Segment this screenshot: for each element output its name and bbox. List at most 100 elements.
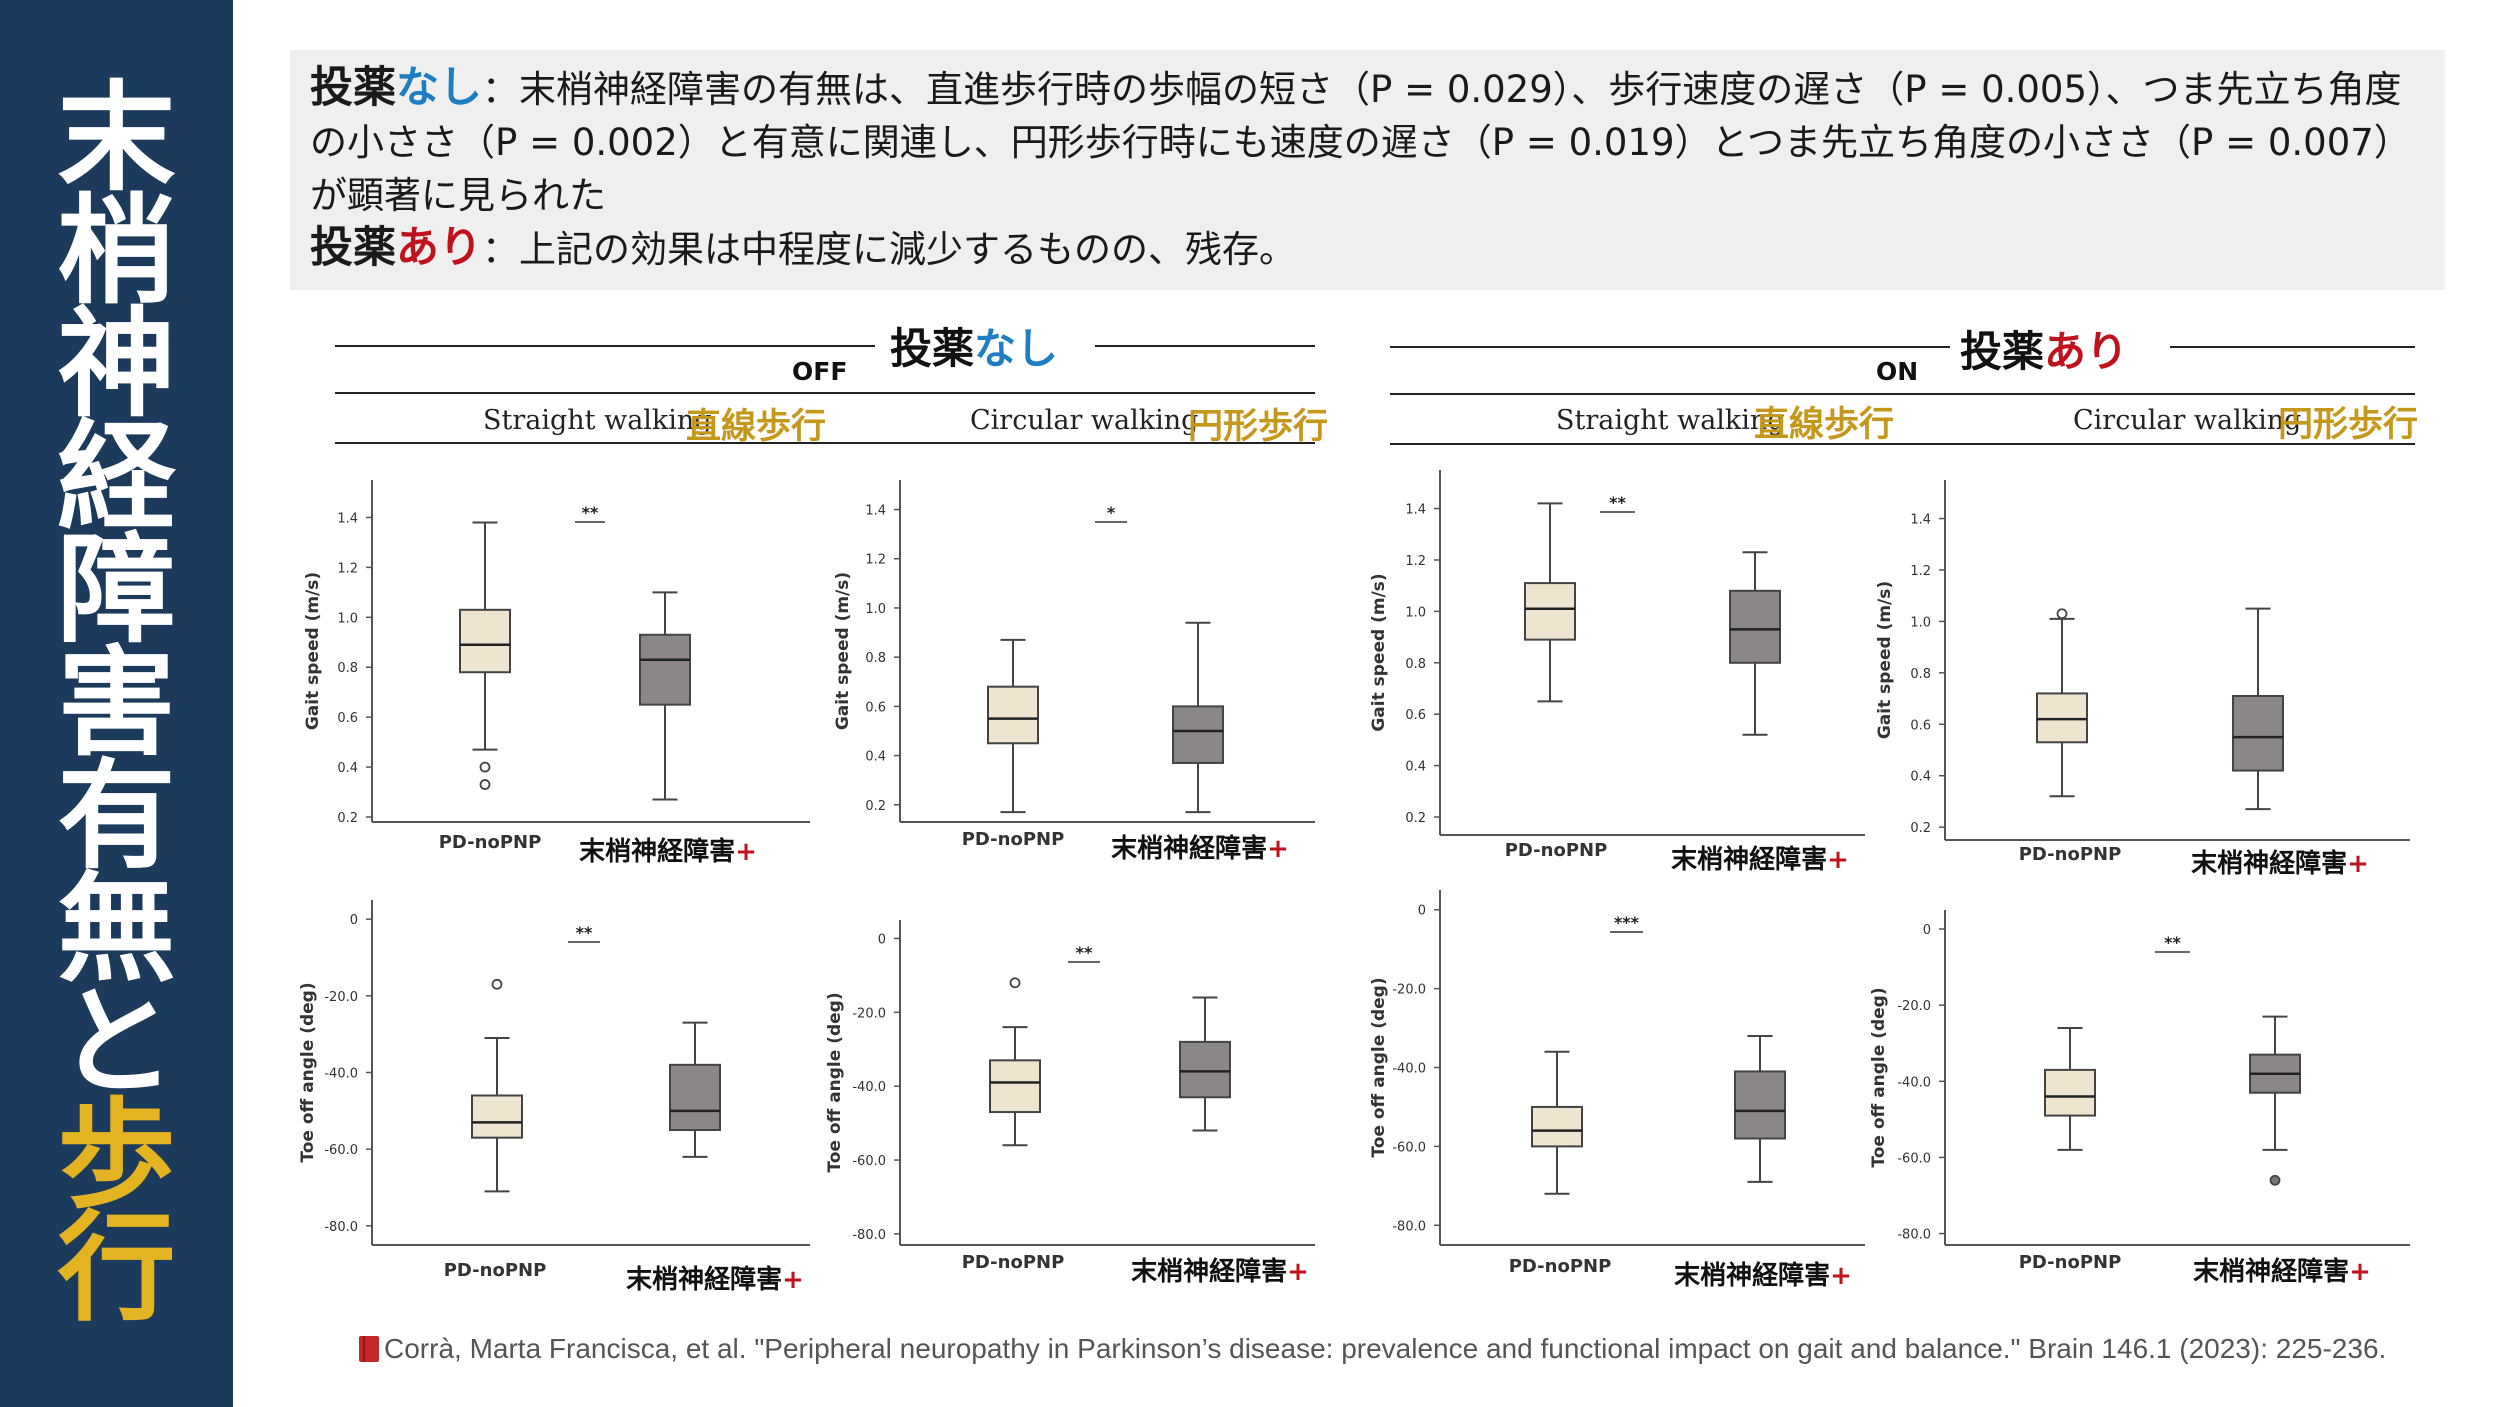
y-tick-label: 1.0 bbox=[1405, 605, 1426, 620]
keyword-present: あり bbox=[396, 223, 482, 273]
y-axis-label: Gait speed (m/s) bbox=[833, 572, 853, 730]
y-tick-label: -40.0 bbox=[324, 1067, 358, 1082]
y-tick-label: -20.0 bbox=[324, 990, 358, 1005]
significance-label: ** bbox=[582, 503, 599, 522]
citation-text: Corrà, Marta Francisca, et al. "Peripher… bbox=[384, 1333, 2387, 1364]
y-tick-label: 1.2 bbox=[337, 561, 358, 576]
box-iqr bbox=[1531, 1105, 1583, 1148]
category-label-nopnp: PD-noPNP bbox=[1505, 840, 1608, 861]
sidebar-title-char: 神 bbox=[57, 295, 176, 433]
sidebar-title-char: と bbox=[57, 973, 176, 1111]
significance-label: ** bbox=[2164, 933, 2181, 952]
y-tick-label: -60.0 bbox=[852, 1154, 886, 1169]
on-straight-label-jp: 直線歩行 bbox=[1754, 405, 1895, 445]
y-axis-label: Toe off angle (deg) bbox=[1369, 977, 1389, 1157]
outlier-point bbox=[479, 761, 491, 773]
y-tick-label: 0.8 bbox=[1405, 657, 1426, 672]
keyword-medication: 投薬 bbox=[310, 223, 396, 273]
category-label-pnp: 末梢神経障害+ bbox=[2193, 1256, 2371, 1287]
outlier-point bbox=[479, 779, 491, 790]
y-axis-label: Toe off angle (deg) bbox=[825, 992, 845, 1172]
off-circular-label-jp: 円形歩行 bbox=[1188, 407, 1329, 447]
y-tick-label: 1.2 bbox=[1910, 564, 1931, 579]
y-axis-label: Gait speed (m/s) bbox=[1875, 581, 1895, 739]
keyword-medication: 投薬 bbox=[310, 63, 396, 113]
on-subheader-line-bottom bbox=[1390, 443, 2415, 445]
on-header-line-left bbox=[1390, 346, 1960, 348]
y-tick-label: 0.2 bbox=[1405, 811, 1426, 826]
on-circular-label-jp: 円形歩行 bbox=[2278, 405, 2419, 445]
y-tick-label: 1.4 bbox=[1405, 503, 1426, 518]
y-tick-label: 0 bbox=[350, 913, 358, 928]
y-tick-label: -40.0 bbox=[1392, 1062, 1426, 1077]
sidebar: 末 梢 神 経 障 害 有 無 と 歩 行 bbox=[0, 0, 233, 1407]
y-tick-label: 0.8 bbox=[337, 661, 358, 676]
off-state-label: OFF bbox=[792, 357, 848, 386]
y-axis-label: Gait speed (m/s) bbox=[1369, 573, 1389, 731]
category-label-pnp: 末梢神経障害+ bbox=[579, 836, 757, 867]
box-iqr bbox=[1524, 582, 1576, 641]
on-subheader-line-top bbox=[1390, 393, 2415, 395]
y-tick-label: 0.2 bbox=[1910, 821, 1931, 836]
summary-text-no-medication: ：末梢神経障害の有無は、直進歩行時の歩幅の短さ（P = 0.029）、歩行速度の… bbox=[310, 68, 2411, 217]
on-label-medication: 投薬 bbox=[1960, 327, 2045, 376]
significance-label: * bbox=[1107, 503, 1116, 522]
y-tick-label: 0 bbox=[1923, 923, 1931, 938]
y-tick-label: -80.0 bbox=[324, 1220, 358, 1235]
y-tick-label: 0.2 bbox=[865, 799, 886, 814]
y-tick-label: 1.0 bbox=[865, 602, 886, 617]
category-label-nopnp: PD-noPNP bbox=[1509, 1256, 1612, 1277]
y-tick-label: -60.0 bbox=[1897, 1151, 1931, 1166]
off-subheader-line-top bbox=[335, 392, 1315, 394]
sidebar-title-char: 害 bbox=[57, 634, 176, 772]
category-label-pnp: 末梢神経障害+ bbox=[1111, 833, 1289, 864]
y-tick-label: 0.4 bbox=[1910, 770, 1931, 785]
sidebar-title-char-highlight: 行 bbox=[57, 1199, 176, 1337]
sidebar-title-char: 経 bbox=[57, 408, 176, 546]
y-tick-label: 0.6 bbox=[865, 700, 886, 715]
category-label-nopnp: PD-noPNP bbox=[2019, 1252, 2122, 1273]
sidebar-title-char: 有 bbox=[57, 747, 176, 885]
y-tick-label: -60.0 bbox=[324, 1143, 358, 1158]
summary-text-with-medication: ：上記の効果は中程度に減少するものの、残存。 bbox=[482, 228, 1296, 271]
sidebar-title-char: 障 bbox=[57, 521, 176, 659]
y-tick-label: 0 bbox=[1418, 904, 1426, 919]
box-iqr bbox=[2044, 1068, 2096, 1117]
off-straight-label-en: Straight walking bbox=[483, 405, 712, 436]
y-tick-label: 0.6 bbox=[1405, 708, 1426, 723]
off-header-line-left bbox=[335, 345, 875, 347]
y-tick-label: 1.4 bbox=[1910, 513, 1931, 528]
category-label-pnp: 末梢神経障害+ bbox=[2191, 848, 2369, 879]
off-circular-label-en: Circular walking bbox=[970, 405, 1199, 436]
on-circular-label-en: Circular walking bbox=[2073, 405, 2302, 436]
box-iqr bbox=[989, 1059, 1041, 1114]
book-icon bbox=[359, 1336, 379, 1362]
significance-label: ** bbox=[1609, 493, 1626, 512]
box-iqr bbox=[1172, 705, 1224, 764]
y-tick-label: -20.0 bbox=[1392, 983, 1426, 998]
box-iqr bbox=[459, 608, 511, 674]
significance-label: ** bbox=[1076, 943, 1093, 962]
y-tick-label: -80.0 bbox=[1392, 1219, 1426, 1234]
box-iqr bbox=[2232, 695, 2284, 772]
box-iqr bbox=[987, 685, 1039, 745]
box-iqr bbox=[639, 633, 691, 706]
summary-line-no-medication: 投薬なし：末梢神経障害の有無は、直進歩行時の歩幅の短さ（P = 0.029）、歩… bbox=[310, 62, 2425, 222]
off-header-line-right bbox=[1095, 345, 1315, 347]
y-tick-label: 0.6 bbox=[337, 711, 358, 726]
box-iqr bbox=[1179, 1040, 1231, 1099]
y-tick-label: 1.0 bbox=[337, 611, 358, 626]
sidebar-title-char: 無 bbox=[57, 860, 176, 998]
y-tick-label: -40.0 bbox=[852, 1080, 886, 1095]
off-label-medication: 投薬 bbox=[890, 324, 975, 373]
category-label-nopnp: PD-noPNP bbox=[962, 829, 1065, 850]
y-tick-label: 0.8 bbox=[865, 651, 886, 666]
citation: Corrà, Marta Francisca, et al. "Peripher… bbox=[358, 1333, 2386, 1365]
y-tick-label: 0.4 bbox=[1405, 760, 1426, 775]
box-iqr bbox=[471, 1094, 523, 1139]
category-label-nopnp: PD-noPNP bbox=[962, 1252, 1065, 1273]
y-tick-label: 0.6 bbox=[1910, 718, 1931, 733]
box-iqr bbox=[2036, 692, 2088, 744]
summary-line-with-medication: 投薬あり：上記の効果は中程度に減少するものの、残存。 bbox=[310, 222, 2425, 276]
